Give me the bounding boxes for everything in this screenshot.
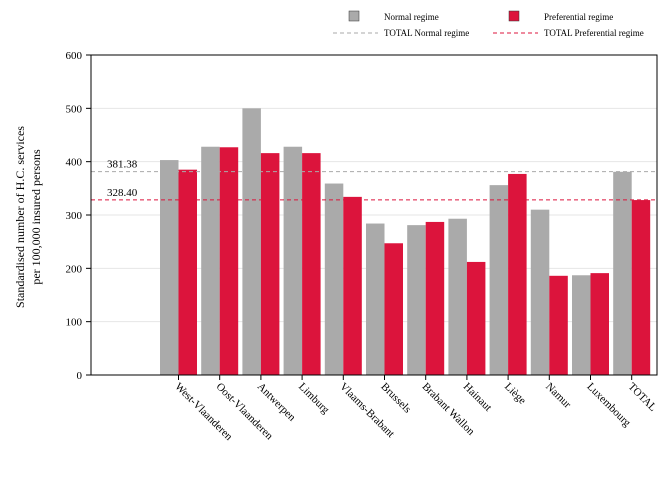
bar-normal-regime — [283, 146, 303, 375]
reference-label-total-preferential: 328.40 — [107, 187, 138, 199]
axes: 0100200300400500600West-VlaanderenOost-V… — [66, 50, 659, 443]
bar-normal-regime — [201, 146, 220, 375]
bar-preferential-regime — [219, 147, 239, 375]
bar-preferential-regime — [302, 153, 321, 375]
bar-normal-regime — [160, 160, 179, 375]
x-tick-label: Brussels — [378, 381, 413, 416]
x-tick-label: Limburg — [296, 381, 332, 417]
y-tick-label: 600 — [66, 50, 83, 62]
legend-label-normal: Normal regime — [384, 12, 439, 22]
bar-preferential-regime — [384, 243, 403, 375]
bar-normal-regime — [572, 275, 591, 375]
y-axis-title-line2: per 100,000 insured persons — [29, 149, 43, 285]
legend-label-total-normal: TOTAL Normal regime — [384, 28, 469, 38]
plot-frame — [90, 54, 658, 376]
legend: Normal regime Preferential regime TOTAL … — [333, 10, 644, 38]
bar-preferential-regime — [466, 261, 486, 375]
legend-label-total-preferential: TOTAL Preferential regime — [544, 28, 644, 38]
x-tick-label: Namur — [543, 381, 573, 411]
x-tick-label: Hainaut — [461, 381, 494, 414]
bar-preferential-regime — [508, 173, 527, 375]
bar-preferential-regime — [631, 200, 651, 375]
bar-normal-regime — [448, 218, 467, 375]
bar-preferential-regime — [549, 275, 568, 375]
x-tick-label: Antwerpen — [255, 381, 298, 424]
bar-normal-regime — [242, 108, 261, 375]
y-tick-label: 300 — [66, 210, 83, 222]
legend-swatch-normal — [348, 10, 360, 22]
bar-preferential-regime — [343, 196, 362, 375]
bar-normal-regime — [530, 209, 550, 375]
bar-normal-regime — [324, 183, 344, 375]
y-tick-label: 0 — [77, 370, 83, 382]
bar-preferential-regime — [590, 273, 609, 375]
bar-normal-regime — [613, 171, 632, 375]
y-tick-label: 200 — [66, 263, 83, 275]
y-tick-label: 400 — [66, 157, 83, 169]
bar-normal-regime — [489, 185, 509, 375]
bar-preferential-regime — [425, 221, 445, 375]
bar-normal-regime — [407, 225, 426, 375]
x-tick-label: Liège — [502, 381, 528, 407]
bars — [160, 108, 651, 375]
y-axis-title-line1: Standardised number of H.C. services — [13, 126, 27, 308]
bar-normal-regime — [366, 223, 385, 375]
reference-lines: 381.38 328.40 — [91, 159, 657, 201]
legend-label-preferential: Preferential regime — [544, 12, 613, 22]
y-tick-label: 500 — [66, 103, 83, 115]
bar-preferential-regime — [178, 169, 197, 375]
y-tick-label: 100 — [66, 317, 83, 329]
bar-preferential-regime — [260, 153, 280, 375]
legend-swatch-preferential — [508, 10, 520, 22]
x-tick-label: TOTAL — [626, 381, 659, 414]
reference-label-total-normal: 381.38 — [107, 159, 138, 171]
